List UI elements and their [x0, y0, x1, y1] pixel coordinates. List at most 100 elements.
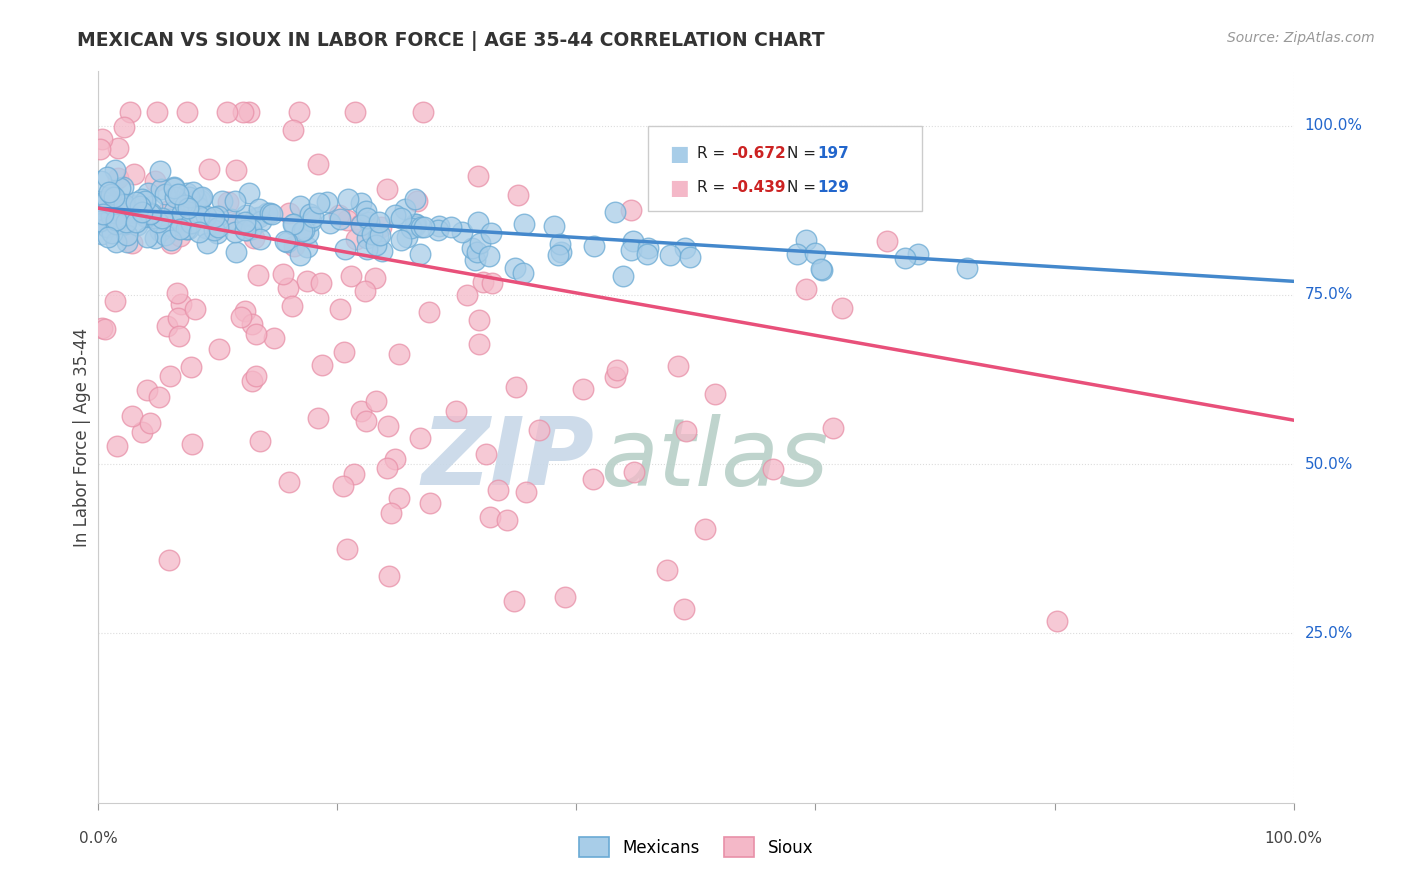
Point — [184, 193, 207, 207]
Point — [472, 275, 495, 289]
Point — [486, 483, 509, 497]
Point — [512, 266, 534, 280]
Point — [461, 241, 484, 255]
Point — [292, 222, 315, 236]
Point — [479, 226, 502, 240]
Point — [354, 284, 377, 298]
Point — [146, 105, 169, 120]
Point — [810, 262, 832, 277]
Point — [225, 216, 247, 230]
Point — [451, 225, 474, 239]
Point — [167, 328, 190, 343]
Point — [91, 321, 114, 335]
Point — [127, 218, 149, 232]
Text: -0.439: -0.439 — [731, 180, 786, 195]
Point — [172, 205, 194, 219]
Point — [249, 434, 271, 448]
Point — [115, 235, 138, 250]
Point — [554, 590, 576, 604]
Point — [404, 219, 426, 233]
Point — [290, 247, 312, 261]
Text: MEXICAN VS SIOUX IN LABOR FORCE | AGE 35-44 CORRELATION CHART: MEXICAN VS SIOUX IN LABOR FORCE | AGE 35… — [77, 31, 825, 51]
Point — [298, 207, 321, 221]
Point — [114, 215, 136, 229]
Point — [388, 491, 411, 505]
Point — [695, 522, 717, 536]
Point — [118, 105, 141, 120]
Point — [205, 226, 228, 240]
Point — [174, 222, 197, 236]
Point — [260, 207, 283, 221]
Point — [157, 203, 180, 218]
Point — [280, 299, 302, 313]
Point — [105, 212, 128, 227]
Text: 25.0%: 25.0% — [1305, 626, 1353, 641]
Point — [225, 163, 247, 178]
Point — [956, 261, 979, 276]
Point — [143, 174, 166, 188]
Point — [122, 206, 145, 220]
Point — [547, 247, 569, 261]
Point — [543, 219, 565, 234]
Point — [679, 250, 702, 264]
Text: R =: R = — [697, 180, 731, 195]
Point — [96, 169, 118, 184]
Point — [666, 359, 689, 374]
Point — [515, 484, 537, 499]
Point — [105, 440, 128, 454]
Point — [409, 431, 432, 445]
Point — [356, 242, 378, 256]
Point — [176, 221, 198, 235]
Point — [329, 211, 352, 226]
Point — [329, 302, 352, 317]
Point — [114, 201, 136, 215]
Point — [263, 331, 285, 345]
Point — [418, 305, 440, 319]
Point — [195, 220, 218, 235]
Point — [131, 205, 153, 219]
Point — [89, 214, 111, 228]
Point — [121, 236, 143, 251]
Point — [188, 193, 211, 207]
Point — [115, 206, 138, 220]
Point — [283, 239, 305, 253]
Point — [295, 240, 318, 254]
Point — [364, 271, 387, 285]
Point — [659, 248, 682, 262]
Point — [606, 363, 628, 377]
Point — [120, 203, 142, 218]
Point — [412, 105, 434, 120]
Point — [160, 233, 183, 247]
Text: atlas: atlas — [600, 414, 828, 505]
Point — [224, 194, 246, 208]
Point — [225, 244, 247, 259]
Point — [311, 358, 333, 372]
Point — [571, 382, 593, 396]
Point — [104, 294, 127, 309]
Point — [190, 191, 212, 205]
Point — [243, 211, 266, 225]
Point — [163, 204, 186, 219]
Point — [319, 216, 342, 230]
Point — [118, 205, 141, 219]
Point — [356, 230, 378, 244]
Point — [426, 222, 449, 236]
Point — [97, 230, 120, 244]
Point — [157, 211, 180, 226]
Point — [612, 268, 634, 283]
Point — [96, 219, 118, 234]
Point — [101, 227, 124, 241]
Point — [467, 215, 489, 229]
Point — [704, 387, 727, 401]
Point — [238, 105, 260, 120]
Point — [162, 180, 184, 194]
Point — [354, 203, 377, 218]
Text: ■: ■ — [669, 178, 689, 198]
Point — [129, 199, 152, 213]
Point — [211, 194, 233, 208]
Point — [107, 141, 129, 155]
Point — [427, 219, 450, 234]
Point — [112, 197, 135, 211]
Point — [762, 461, 785, 475]
Point — [181, 186, 204, 200]
